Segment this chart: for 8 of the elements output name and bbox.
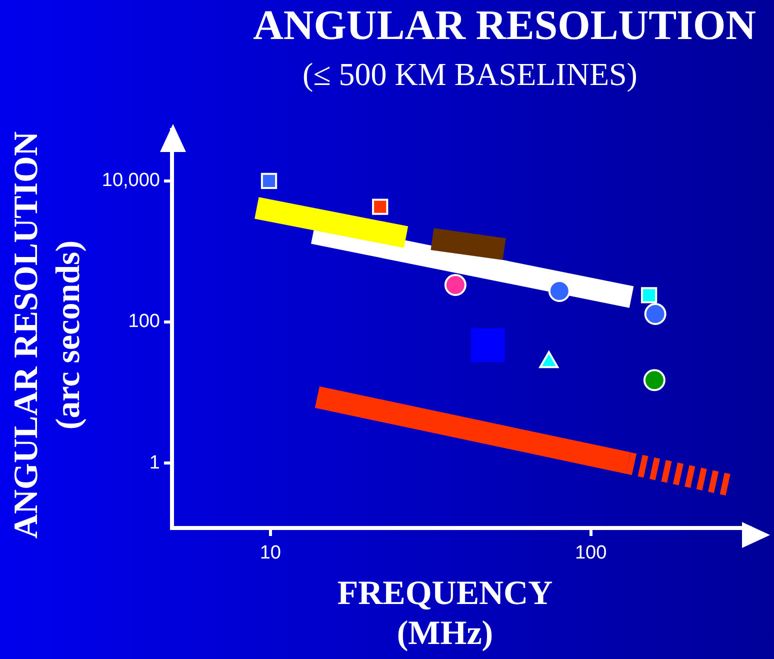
y-axis-title: ANGULAR RESOLUTION (arc seconds) <box>7 130 88 541</box>
x-tick-label: 10 <box>260 542 281 564</box>
x-axis-title: FREQUENCY (MHz) <box>336 574 554 654</box>
chart-title: ANGULAR RESOLUTION <box>253 2 756 50</box>
chart-subtitle: (≤ 500 KM BASELINES) <box>302 56 638 93</box>
y-tick-label: 1 <box>149 452 160 474</box>
y-tick-label: 100 <box>128 311 160 332</box>
y-tick-label: 10,000 <box>102 170 160 192</box>
